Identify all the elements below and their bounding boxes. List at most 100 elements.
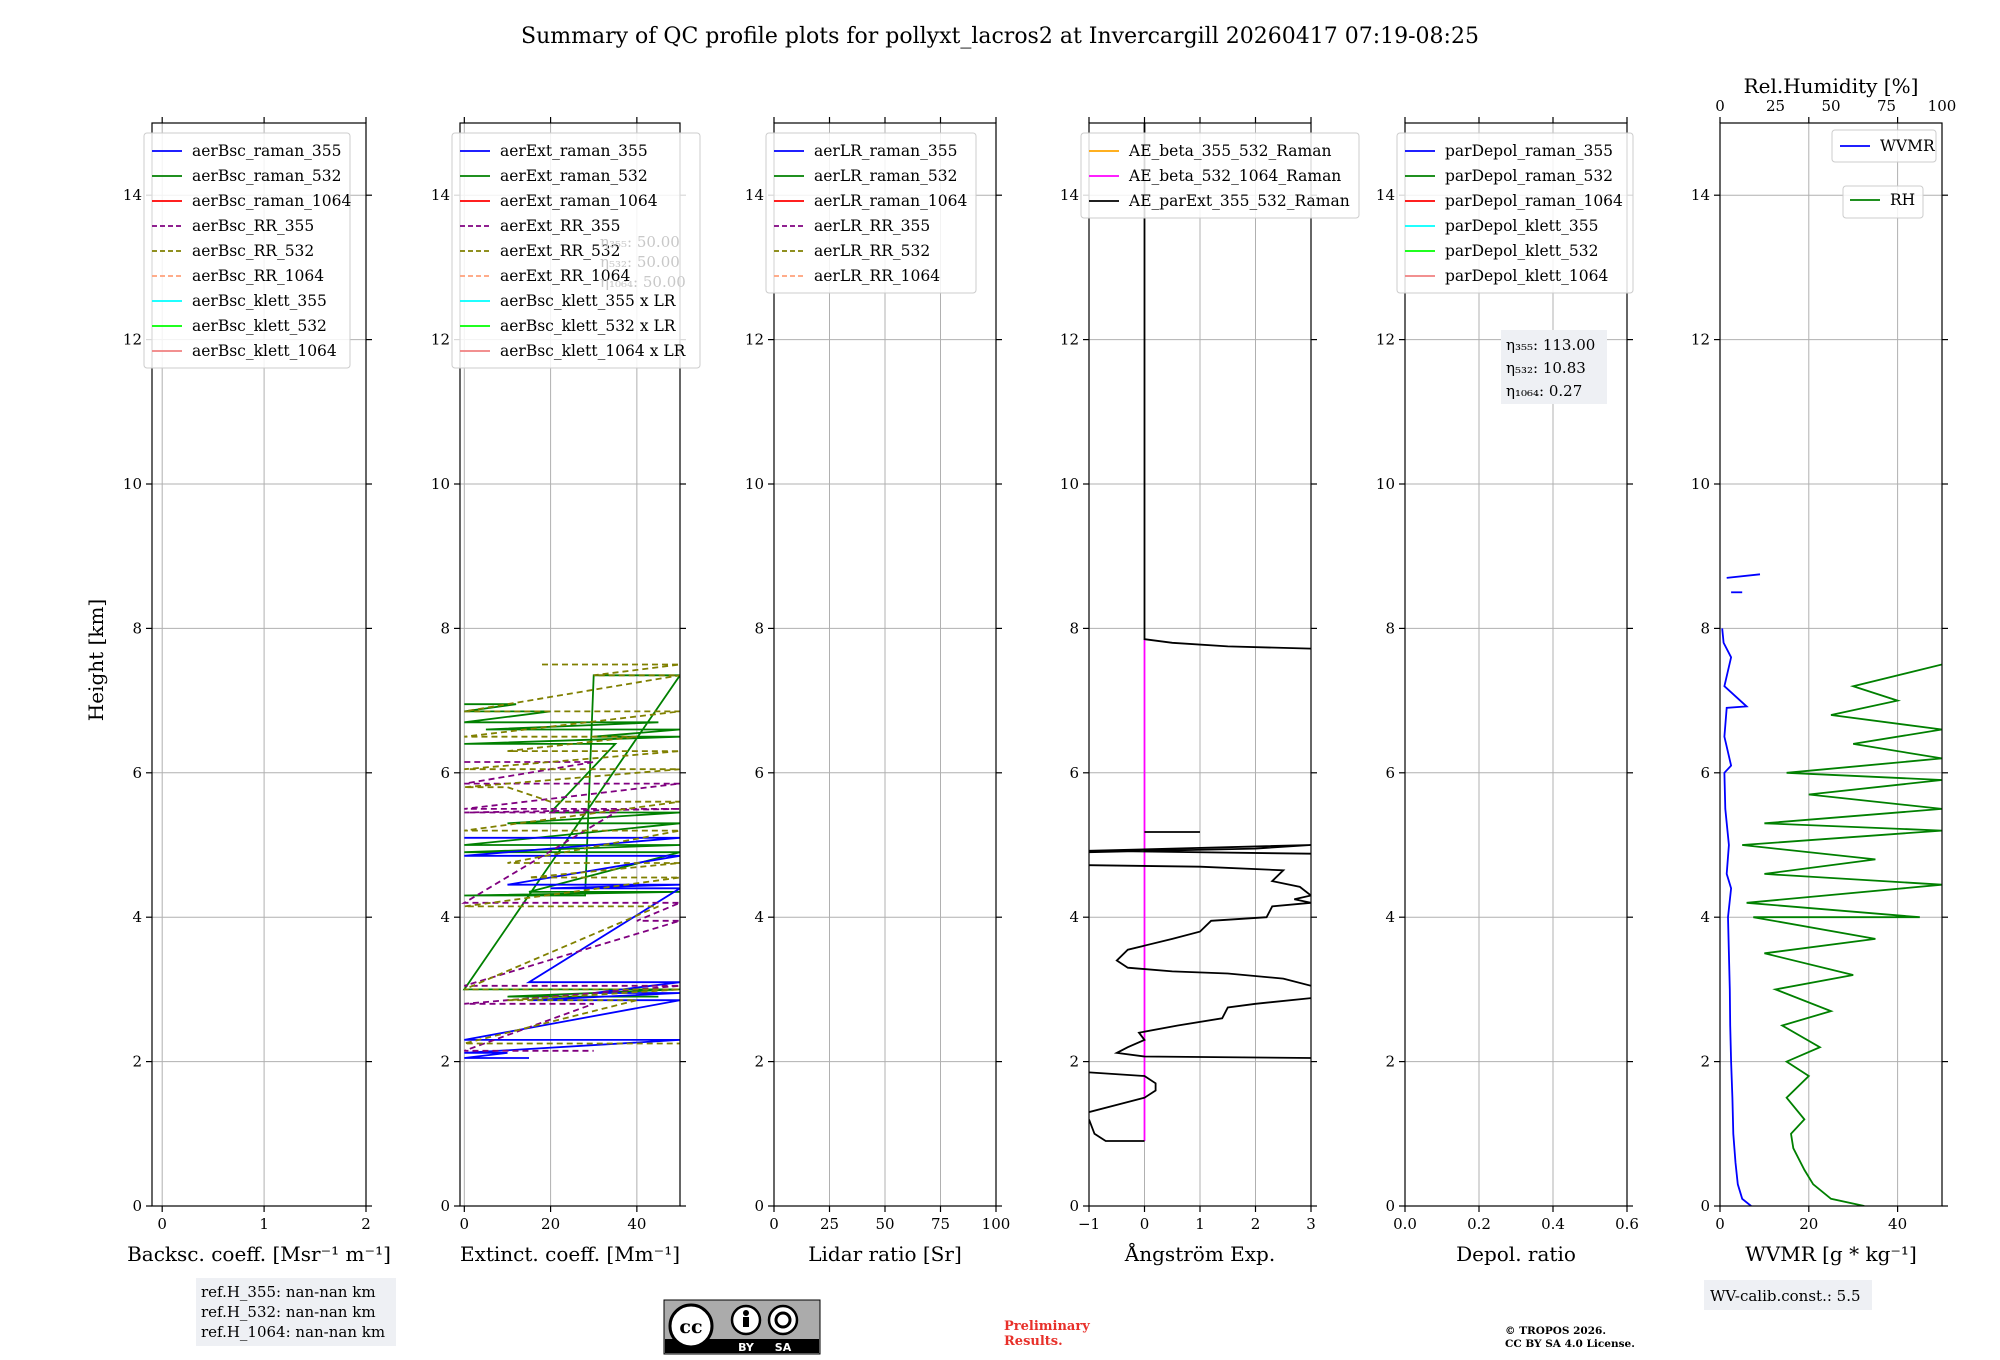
y-tick-label: 4 bbox=[132, 908, 142, 926]
series-group bbox=[1089, 123, 1311, 1142]
x-tick-label: 0 bbox=[769, 1215, 779, 1233]
copyright-line2: CC BY SA 4.0 License. bbox=[1505, 1338, 1635, 1350]
cc-license-badge: cc BY SA bbox=[663, 1299, 821, 1355]
y-tick-label: 12 bbox=[431, 331, 450, 349]
series-AE_parExt_355_532_Raman_g bbox=[1089, 1119, 1145, 1142]
top-x-tick-label: 100 bbox=[1928, 97, 1957, 115]
y-tick-label: 0 bbox=[132, 1197, 142, 1215]
series-aerExt_raman_532 bbox=[462, 674, 680, 998]
x-axis-label: Extinct. coeff. [Mm⁻¹] bbox=[460, 1242, 680, 1266]
legend-label: parDepol_raman_355 bbox=[1445, 142, 1613, 160]
legend-extinction: aerExt_raman_355 aerExt_raman_532 aerExt_r… bbox=[451, 132, 701, 369]
annotation-line: η₁₀₆₄: 0.27 bbox=[1506, 382, 1582, 400]
ref-height-355: ref.H_355: nan-nan km bbox=[201, 1283, 376, 1301]
legend-label: WVMR bbox=[1880, 137, 1936, 155]
annotation-frame bbox=[1704, 1280, 1872, 1310]
series-AE_parExt_355_532_Raman_e bbox=[1113, 997, 1311, 1059]
legend-frame bbox=[1396, 132, 1634, 294]
y-tick-label: 2 bbox=[440, 1053, 450, 1071]
legend-lidar_ratio: aerLR_raman_355 aerLR_raman_532 aerLR_rama… bbox=[765, 132, 977, 294]
overlay-line: η₁₀₆₄: 50.00 bbox=[600, 273, 686, 291]
axes-frame bbox=[459, 122, 681, 1207]
y-tick-label: 6 bbox=[754, 764, 764, 782]
top-x-axis-label: Rel.Humidity [%] bbox=[1744, 74, 1919, 98]
y-tick-label: 4 bbox=[440, 908, 450, 926]
x-tick-label: 0 bbox=[1715, 1215, 1725, 1233]
axes-frame bbox=[151, 122, 367, 1207]
y-tick-label: 6 bbox=[1700, 764, 1710, 782]
legend-label: parDepol_raman_532 bbox=[1445, 167, 1613, 185]
overlay-line: η₅₃₂: 50.00 bbox=[600, 253, 680, 271]
legend-label: RH bbox=[1890, 191, 1915, 209]
legend-rh: RH bbox=[1842, 185, 1924, 219]
x-tick-label: 0 bbox=[1140, 1215, 1150, 1233]
annotation-line: η₅₃₂: 10.83 bbox=[1506, 359, 1586, 377]
x-axis-label: Lidar ratio [Sr] bbox=[808, 1242, 962, 1266]
top-x-tick-label: 75 bbox=[1877, 97, 1896, 115]
y-tick-label: 8 bbox=[1700, 619, 1710, 637]
x-tick-label: 2 bbox=[1251, 1215, 1261, 1233]
eta-annotation: η₃₅₅: 113.00 η₅₃₂: 10.83 η₁₀₆₄: 0.27 bbox=[1501, 330, 1607, 404]
legend-label: aerBsc_klett_1064 x LR bbox=[500, 342, 687, 360]
y-tick-label: 10 bbox=[745, 475, 764, 493]
legend-frame bbox=[1080, 132, 1360, 219]
legend-label: aerExt_raman_355 bbox=[500, 142, 648, 160]
legend-label: aerBsc_RR_355 bbox=[192, 217, 314, 235]
x-tick-label: 20 bbox=[1799, 1215, 1818, 1233]
sa-share-icon bbox=[767, 1304, 799, 1336]
x-axis-label: Backsc. coeff. [Msr⁻¹ m⁻¹] bbox=[127, 1242, 391, 1266]
legend-label: aerBsc_klett_532 x LR bbox=[500, 317, 677, 335]
y-tick-label: 12 bbox=[1060, 331, 1079, 349]
legend-label: aerBsc_klett_532 bbox=[192, 317, 327, 335]
sa-label: SA bbox=[775, 1341, 792, 1354]
legend-label: aerBsc_RR_1064 bbox=[192, 267, 324, 285]
legend-label: AE_beta_532_1064_Raman bbox=[1128, 167, 1341, 185]
legend-frame bbox=[765, 132, 977, 294]
y-tick-label: 12 bbox=[1691, 331, 1710, 349]
y-tick-label: 12 bbox=[745, 331, 764, 349]
y-tick-label: 4 bbox=[1385, 908, 1395, 926]
y-tick-label: 8 bbox=[132, 619, 142, 637]
x-tick-label: 100 bbox=[982, 1215, 1011, 1233]
legend-angstrom: AE_beta_355_532_Raman AE_beta_532_1064_Ra… bbox=[1080, 132, 1360, 219]
y-tick-label: 10 bbox=[431, 475, 450, 493]
series-RH bbox=[1742, 663, 1942, 1206]
series-aerExt_RR_355 bbox=[461, 761, 680, 1052]
legend-depol: parDepol_raman_355 parDepol_raman_532 parD… bbox=[1396, 132, 1634, 294]
preliminary-line1: Preliminary bbox=[1004, 1319, 1090, 1334]
x-tick-label: 1 bbox=[1195, 1215, 1205, 1233]
x-tick-label: 0.6 bbox=[1615, 1215, 1639, 1233]
legend-label: aerLR_RR_355 bbox=[814, 217, 930, 235]
legend-wvmr: WVMR bbox=[1831, 129, 1937, 163]
x-tick-label: 2 bbox=[361, 1215, 371, 1233]
copyright-line1: © TROPOS 2026. bbox=[1505, 1325, 1606, 1337]
legend-frame bbox=[451, 132, 701, 369]
x-tick-label: 0 bbox=[157, 1215, 167, 1233]
axes-frame bbox=[1719, 122, 1943, 1207]
legend-label: aerLR_RR_1064 bbox=[814, 267, 940, 285]
x-axis-label: Ångström Exp. bbox=[1124, 1241, 1275, 1266]
y-tick-label: 10 bbox=[1691, 475, 1710, 493]
x-tick-label: −1 bbox=[1078, 1215, 1100, 1233]
y-tick-label: 6 bbox=[132, 764, 142, 782]
axes-frame bbox=[1404, 122, 1628, 1207]
series-AE_parExt_355_532_Raman_f bbox=[1089, 1071, 1157, 1113]
legend-label: aerBsc_raman_355 bbox=[192, 142, 342, 160]
legend-backscatter: aerBsc_raman_355 aerBsc_raman_532 aerBsc_r… bbox=[143, 132, 352, 369]
top-x-tick-label: 0 bbox=[1715, 97, 1725, 115]
annotation-line: WV-calib.const.: 5.5 bbox=[1710, 1287, 1861, 1305]
y-tick-label: 2 bbox=[1700, 1053, 1710, 1071]
figure-title: Summary of QC profile plots for pollyxt_… bbox=[521, 24, 1479, 49]
y-tick-label: 0 bbox=[1385, 1197, 1395, 1215]
y-tick-label: 8 bbox=[754, 619, 764, 637]
annotation-frame bbox=[1501, 330, 1607, 404]
series-aerExt_raman_355 bbox=[464, 836, 680, 1059]
y-tick-label: 8 bbox=[1385, 619, 1395, 637]
legend-label: aerExt_RR_532 bbox=[500, 242, 621, 260]
y-tick-label: 14 bbox=[1376, 186, 1395, 204]
series-AE_parExt_355_532_Raman bbox=[1143, 123, 1311, 650]
